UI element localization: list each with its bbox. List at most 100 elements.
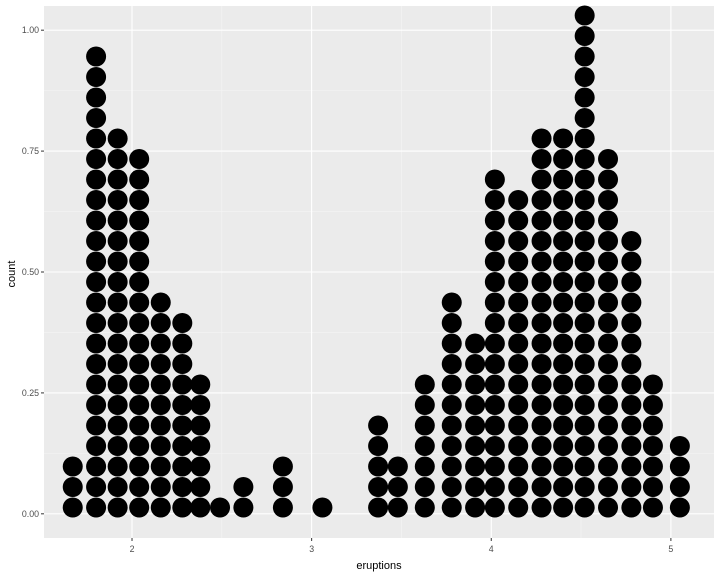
dot <box>531 415 552 436</box>
dot <box>484 456 505 477</box>
dot <box>86 333 107 354</box>
dot <box>531 374 552 395</box>
dot <box>190 415 211 436</box>
dot <box>508 477 529 497</box>
dot <box>621 456 642 477</box>
dot <box>129 251 150 272</box>
dot <box>598 313 619 333</box>
dot <box>508 436 529 456</box>
dot <box>107 456 128 477</box>
dot <box>129 231 150 251</box>
dot <box>574 87 595 108</box>
dot <box>129 272 150 292</box>
dot <box>441 374 462 395</box>
dot <box>642 374 663 395</box>
dot <box>387 497 408 518</box>
dot <box>508 231 529 251</box>
dot <box>574 292 595 313</box>
dot <box>484 231 505 251</box>
dot <box>553 292 574 313</box>
y-tick-label: 0.25 <box>22 388 39 398</box>
dot <box>190 395 211 415</box>
dot <box>531 272 552 292</box>
dot <box>368 415 389 436</box>
dot <box>441 436 462 456</box>
dot <box>86 251 107 272</box>
dot <box>272 456 293 477</box>
dot <box>621 497 642 518</box>
dot <box>414 477 435 497</box>
dot <box>574 128 595 149</box>
dot <box>642 395 663 415</box>
dot <box>553 374 574 395</box>
dot <box>368 436 389 456</box>
dot <box>150 456 171 477</box>
dot <box>484 497 505 518</box>
dot <box>531 190 552 210</box>
dot <box>598 251 619 272</box>
dot <box>621 477 642 497</box>
dot <box>484 436 505 456</box>
dot <box>150 292 171 313</box>
dot <box>190 477 211 497</box>
dot <box>669 456 690 477</box>
dot <box>484 395 505 415</box>
dot <box>642 497 663 518</box>
dot <box>553 272 574 292</box>
dot <box>531 436 552 456</box>
dot <box>107 415 128 436</box>
dot <box>574 415 595 436</box>
dot <box>107 272 128 292</box>
dot <box>129 149 150 169</box>
dot <box>86 231 107 251</box>
dot <box>86 210 107 231</box>
dot <box>107 395 128 415</box>
dot <box>484 210 505 231</box>
dot <box>441 415 462 436</box>
y-axis: 0.00 0.25 0.50 0.75 1.00 <box>22 25 44 519</box>
dot <box>172 354 193 374</box>
dot <box>508 190 529 210</box>
dot <box>150 354 171 374</box>
dot <box>86 272 107 292</box>
dot <box>484 292 505 313</box>
dot <box>621 231 642 251</box>
dot <box>669 436 690 456</box>
dot <box>484 251 505 272</box>
dot <box>531 231 552 251</box>
dot <box>86 456 107 477</box>
dot <box>574 272 595 292</box>
dot <box>441 477 462 497</box>
dot <box>574 67 595 87</box>
dot <box>508 395 529 415</box>
dot <box>465 456 486 477</box>
dot <box>86 67 107 87</box>
dot <box>107 251 128 272</box>
dot <box>368 456 389 477</box>
dot <box>107 333 128 354</box>
dot <box>484 313 505 333</box>
dot <box>107 354 128 374</box>
dot <box>150 436 171 456</box>
dot <box>129 415 150 436</box>
dot <box>484 169 505 190</box>
dot <box>368 497 389 518</box>
dot <box>508 333 529 354</box>
dot <box>598 374 619 395</box>
dot <box>553 251 574 272</box>
dot <box>129 395 150 415</box>
dot <box>508 272 529 292</box>
dot <box>441 354 462 374</box>
dot <box>598 169 619 190</box>
dot <box>129 477 150 497</box>
dot <box>621 272 642 292</box>
dot <box>441 292 462 313</box>
dot <box>531 169 552 190</box>
dot <box>574 108 595 128</box>
dot <box>129 210 150 231</box>
dot <box>86 313 107 333</box>
dot <box>574 333 595 354</box>
dot <box>574 251 595 272</box>
dot <box>441 333 462 354</box>
dot <box>553 313 574 333</box>
